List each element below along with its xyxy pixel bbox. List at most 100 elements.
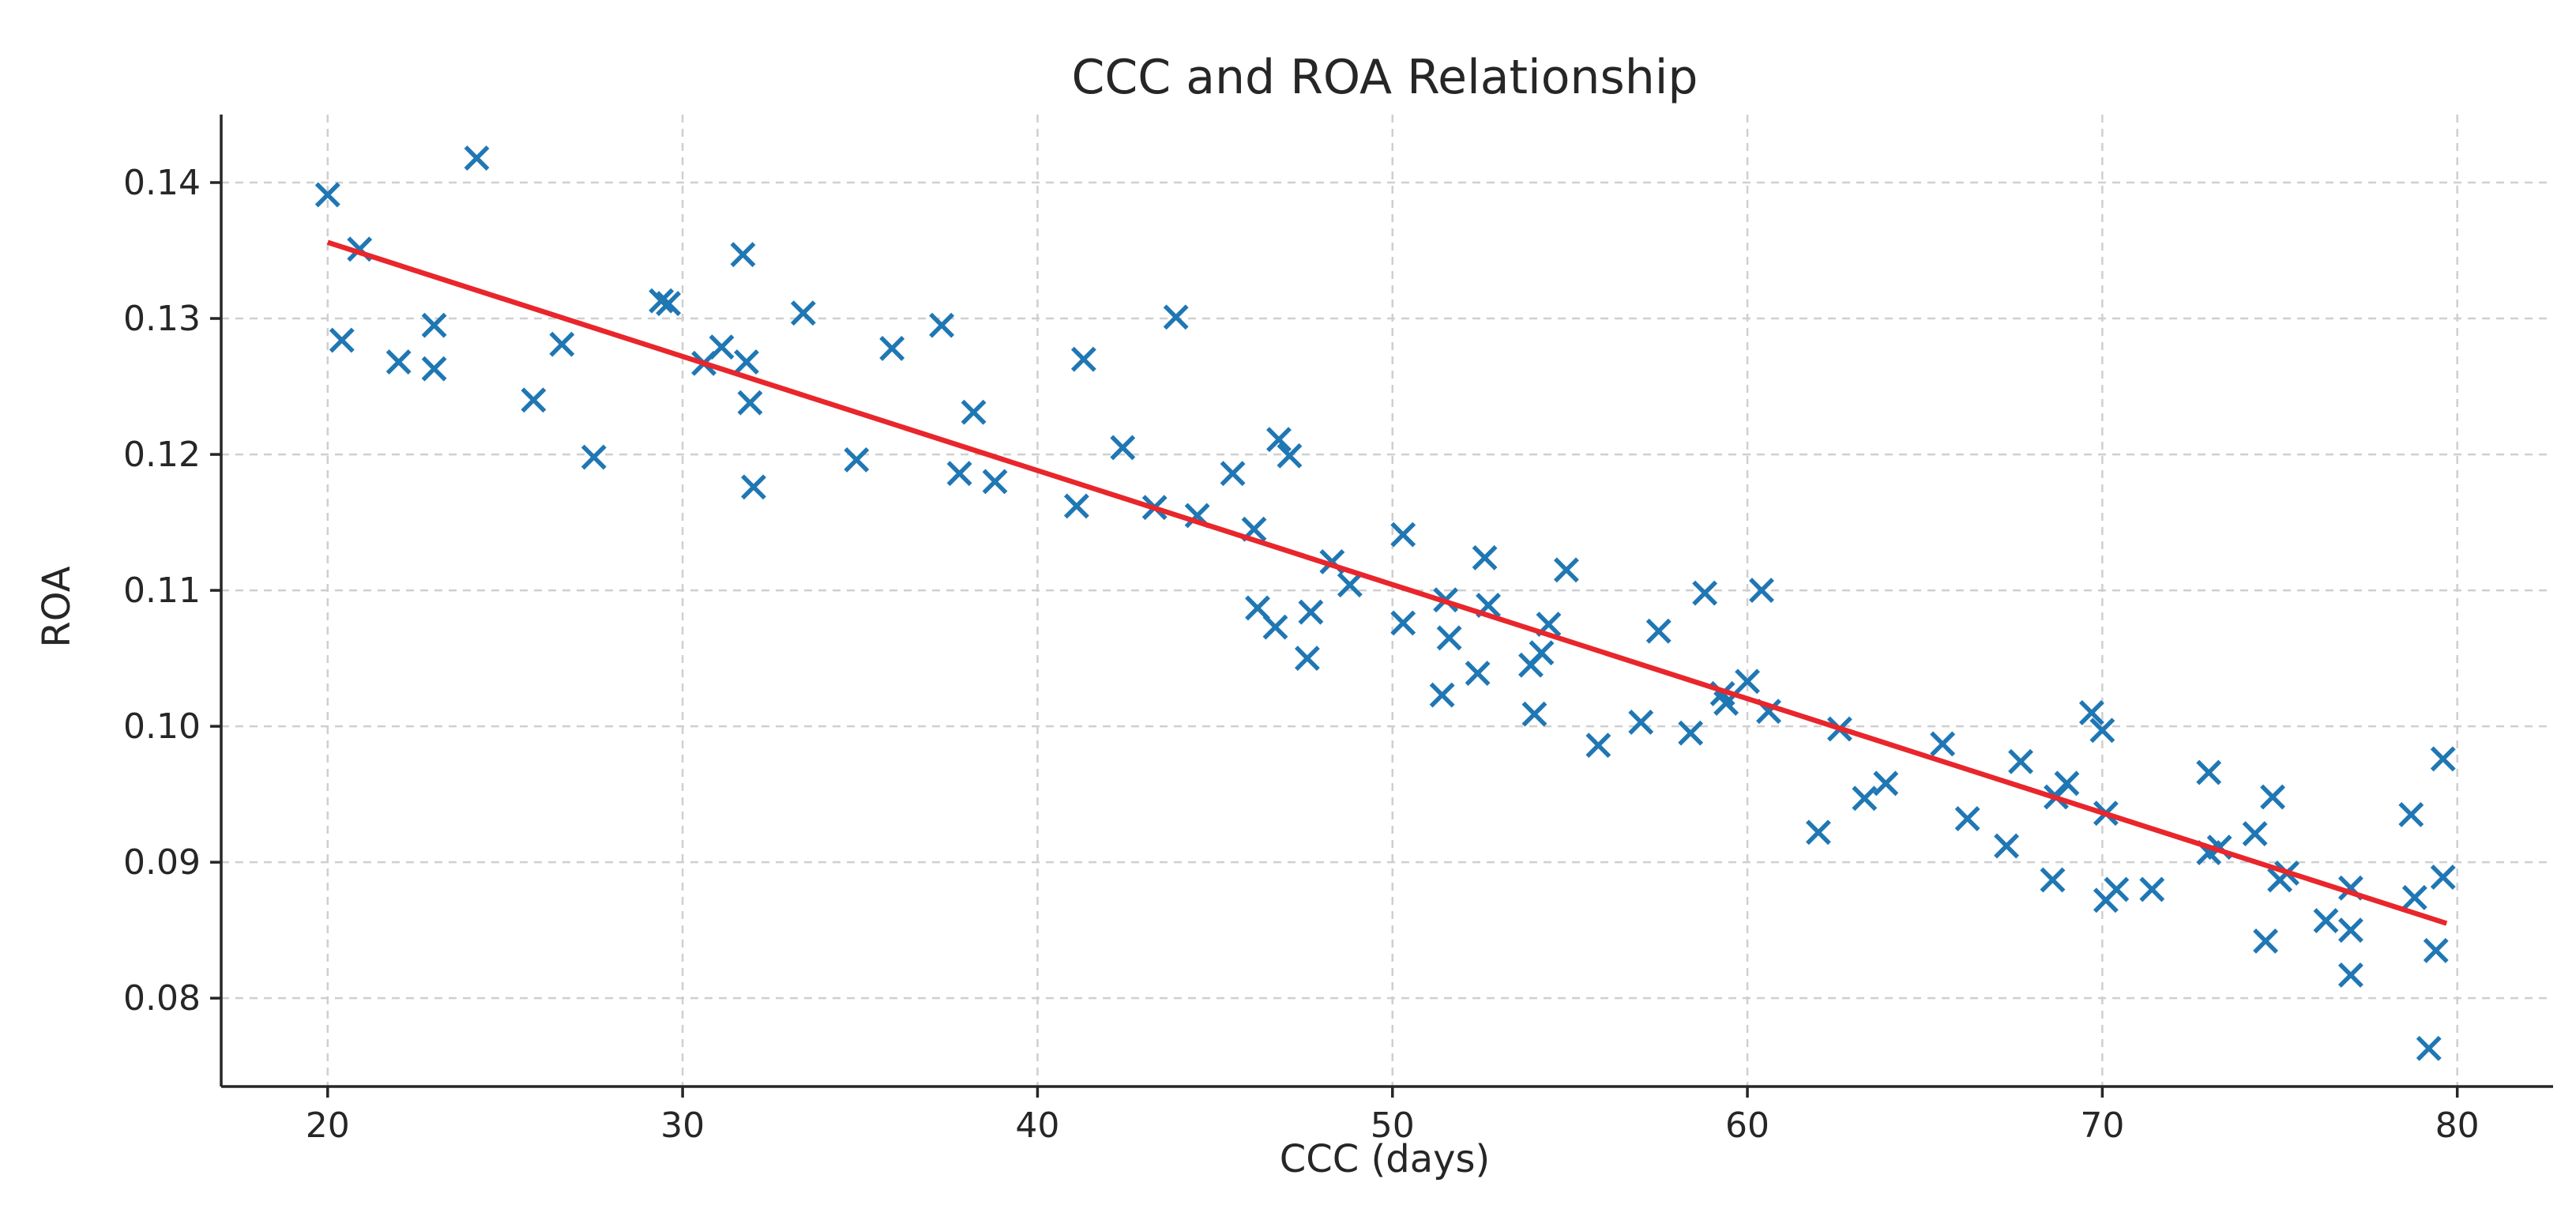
data-point (2196, 759, 2222, 785)
data-point-stroke (1735, 669, 1760, 695)
data-point-stroke (549, 331, 575, 357)
data-point (2008, 748, 2033, 774)
data-point-stroke (1184, 503, 1210, 529)
data-point-stroke (1709, 680, 1736, 706)
data-point-stroke (961, 399, 987, 425)
data-point-stroke (1465, 661, 1491, 686)
data-point-stroke (1553, 557, 1579, 583)
data-point-stroke (1319, 549, 1345, 574)
data-point (1735, 669, 1760, 695)
data-point-stroke (1628, 710, 1654, 735)
data-point (1645, 618, 1672, 644)
data-point-stroke (1756, 699, 1781, 725)
data-point (2401, 884, 2427, 910)
data-point-stroke (1954, 806, 1980, 832)
data-point (1628, 710, 1654, 735)
data-point-stroke (2104, 876, 2130, 902)
data-point-stroke (1994, 833, 2019, 859)
data-point-stroke (2008, 748, 2033, 774)
data-point (2260, 784, 2285, 810)
data-point (790, 300, 816, 326)
data-point-stroke (2337, 962, 2364, 988)
data-point (1436, 625, 1462, 651)
data-point-stroke (421, 356, 447, 382)
data-point-stroke (1070, 346, 1096, 372)
data-point (2398, 801, 2424, 827)
data-point-stroke (929, 312, 955, 338)
data-point-stroke (2078, 699, 2104, 725)
data-point (1585, 733, 1611, 759)
data-point (329, 327, 355, 353)
data-point-stroke (1277, 443, 1303, 469)
tick-labels: 20 30 40 50 60 70 80 0.08 0.09 0.10 0.11 0.12 0.13 0.… (123, 163, 2480, 1146)
data-point-stroke (2253, 928, 2278, 954)
x-tick-label: 30 (660, 1105, 705, 1146)
data-point-stroke (2089, 717, 2115, 744)
data-point-stroke (2337, 917, 2364, 943)
data-point (385, 349, 412, 375)
data-point-stroke (1298, 599, 1324, 625)
x-tick-label: 80 (2435, 1105, 2480, 1146)
data-point-stroke (1678, 720, 1704, 746)
data-point-stroke (2398, 801, 2424, 827)
y-tick-label: 0.11 (123, 571, 201, 611)
y-tick-label: 0.12 (123, 435, 201, 475)
data-point (2337, 962, 2364, 988)
data-point-stroke (1262, 614, 1288, 640)
data-point (2430, 746, 2456, 772)
trend-line-layer (326, 239, 2448, 926)
data-point-stroke (1749, 578, 1774, 604)
data-point-stroke (329, 327, 355, 353)
y-tick-label: 0.08 (123, 978, 201, 1019)
data-point (730, 242, 756, 268)
data-point-stroke (464, 145, 490, 171)
data-point-stroke (737, 390, 763, 416)
data-point-stroke (730, 242, 756, 268)
data-point-stroke (2139, 876, 2165, 902)
data-point (421, 312, 447, 338)
data-point-stroke (2313, 908, 2339, 934)
data-point (649, 288, 675, 314)
data-point-stroke (581, 444, 607, 470)
data-point-stroke (656, 291, 682, 317)
data-point (1294, 646, 1320, 672)
data-point (709, 334, 735, 360)
data-point (734, 349, 759, 375)
data-point (1954, 806, 1980, 832)
data-point (1070, 346, 1096, 372)
data-point-stroke (2260, 784, 2285, 810)
y-tick-label: 0.10 (123, 706, 201, 747)
data-point (2313, 908, 2339, 934)
data-point (2054, 770, 2080, 797)
data-point-stroke (421, 312, 447, 338)
data-point-stroke (2430, 746, 2456, 772)
data-point (1465, 661, 1491, 686)
data-point (929, 312, 955, 338)
data-point (1390, 610, 1416, 636)
data-point-stroke (844, 447, 870, 473)
data-point (982, 469, 1008, 495)
data-point-stroke (1930, 731, 1956, 757)
data-point-stroke (1110, 435, 1136, 461)
grid-lines (221, 115, 2553, 1087)
data-point-stroke (1852, 785, 1878, 812)
data-points (314, 145, 2456, 1061)
data-point (2253, 928, 2278, 954)
data-point-stroke (1390, 522, 1416, 548)
x-tick-label: 50 (1371, 1105, 1415, 1146)
data-point (1163, 304, 1189, 330)
data-point (1678, 720, 1704, 746)
data-point-stroke (2430, 864, 2456, 891)
data-point-stroke (2196, 759, 2222, 785)
data-point (2430, 864, 2456, 891)
data-point (1110, 435, 1136, 461)
data-point-stroke (982, 469, 1008, 495)
data-point-stroke (734, 349, 759, 375)
data-point (1337, 572, 1363, 598)
data-point (741, 474, 766, 500)
data-point (549, 331, 575, 357)
data-point-stroke (2242, 821, 2268, 846)
data-point-stroke (1163, 304, 1189, 330)
data-point (1805, 819, 1831, 846)
